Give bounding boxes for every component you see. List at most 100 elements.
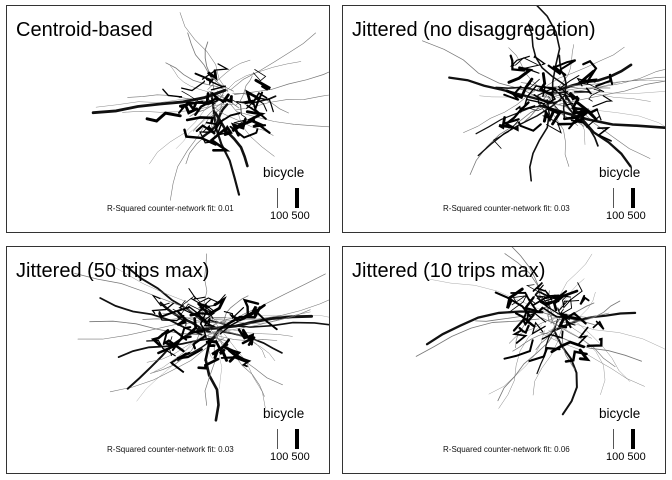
- route-line: [533, 92, 557, 105]
- route-line: [109, 337, 224, 393]
- route-line: [201, 63, 230, 80]
- route-line: [219, 325, 223, 389]
- route-line: [559, 300, 621, 323]
- route-line: [176, 311, 188, 326]
- legend-break-low: 100: [606, 210, 625, 222]
- route-line: [207, 59, 251, 90]
- route-line: [503, 85, 522, 101]
- route-line: [592, 320, 605, 330]
- legend-break-low: 100: [606, 451, 625, 463]
- route-line: [229, 97, 247, 119]
- route-line: [242, 99, 258, 114]
- legend-title: bicycle: [599, 406, 641, 421]
- fit-value: 0.03: [554, 204, 570, 213]
- route-line: [514, 57, 538, 66]
- route-line: [558, 80, 665, 105]
- route-line: [187, 32, 234, 92]
- map-panel-centroid-based: Centroid-based bicycle 100 500 R-Squared…: [6, 5, 330, 233]
- route-line: [200, 253, 208, 329]
- legend-title: bicycle: [263, 165, 305, 180]
- legend-break-labels: 100 500: [606, 211, 646, 222]
- route-line: [198, 304, 215, 320]
- route-line: [192, 100, 227, 132]
- route-line: [185, 116, 215, 124]
- route-line: [557, 307, 576, 326]
- legend-break-high: 500: [291, 451, 310, 463]
- route-line: [168, 336, 173, 357]
- fit-label: R-Squared counter-network fit:: [107, 204, 216, 213]
- fit-label: R-Squared counter-network fit:: [443, 204, 552, 213]
- legend-break-labels: 100 500: [270, 211, 310, 222]
- route-line: [91, 88, 227, 115]
- route-line: [506, 287, 524, 309]
- r-squared-fit-text: R-Squared counter-network fit: 0.03: [443, 205, 570, 213]
- route-line: [170, 65, 209, 93]
- legend-title: bicycle: [599, 165, 641, 180]
- legend-break-labels: 100 500: [270, 452, 310, 463]
- route-line: [538, 72, 554, 97]
- route-line: [554, 59, 577, 71]
- route-line: [512, 313, 535, 332]
- map-panel-jittered-50-trips-max: Jittered (50 trips max) bicycle 100 500 …: [6, 246, 330, 474]
- route-line: [573, 87, 593, 95]
- legend-break-labels: 100 500: [606, 452, 646, 463]
- panel-title: Jittered (10 trips max): [352, 260, 546, 282]
- route-line: [230, 117, 247, 137]
- fit-value: 0.03: [218, 445, 234, 454]
- route-line: [195, 124, 216, 135]
- route-line: [497, 329, 557, 402]
- route-line: [528, 99, 551, 182]
- route-line: [578, 348, 591, 362]
- route-line: [559, 311, 572, 329]
- route-line: [200, 309, 311, 334]
- route-line: [244, 309, 278, 331]
- route-line: [511, 329, 528, 344]
- legend-line-thick: [631, 429, 635, 449]
- route-line: [567, 282, 583, 302]
- route-line: [220, 355, 238, 359]
- route-line: [246, 98, 268, 112]
- route-line: [498, 324, 542, 409]
- route-line: [197, 357, 220, 370]
- legend-break-low: 100: [270, 210, 289, 222]
- route-line: [498, 116, 513, 130]
- route-line: [165, 62, 229, 92]
- route-line: [201, 124, 211, 134]
- legend-title: bicycle: [263, 406, 305, 421]
- route-line: [215, 122, 229, 137]
- route-network-map: [91, 12, 329, 201]
- route-line: [210, 91, 241, 196]
- route-lines: [91, 12, 329, 201]
- route-lines: [422, 6, 665, 182]
- route-line: [145, 111, 182, 123]
- route-line: [204, 319, 227, 406]
- route-line: [509, 315, 560, 344]
- route-lines: [415, 247, 665, 416]
- route-line: [568, 91, 580, 102]
- route-line: [226, 61, 302, 91]
- route-line: [211, 343, 229, 360]
- route-line: [519, 97, 536, 112]
- route-line: [525, 284, 540, 299]
- route-line: [546, 106, 562, 126]
- route-line: [542, 115, 562, 134]
- route-line: [158, 313, 185, 322]
- legend-line-thin: [277, 429, 278, 449]
- route-line: [197, 294, 226, 304]
- route-line: [218, 315, 256, 331]
- route-line: [254, 78, 271, 91]
- route-line: [150, 329, 170, 347]
- route-line: [579, 294, 590, 305]
- route-line: [548, 319, 606, 395]
- panel-title: Jittered (50 trips max): [16, 260, 210, 282]
- route-line: [532, 282, 546, 292]
- route-line: [245, 110, 266, 127]
- route-line: [543, 91, 665, 99]
- legend-break-high: 500: [627, 451, 646, 463]
- route-line: [587, 108, 599, 121]
- route-line: [153, 339, 199, 373]
- fit-label: R-Squared counter-network fit:: [443, 445, 552, 454]
- fit-value: 0.06: [554, 445, 570, 454]
- legend-break-high: 500: [291, 210, 310, 222]
- route-line: [577, 69, 598, 84]
